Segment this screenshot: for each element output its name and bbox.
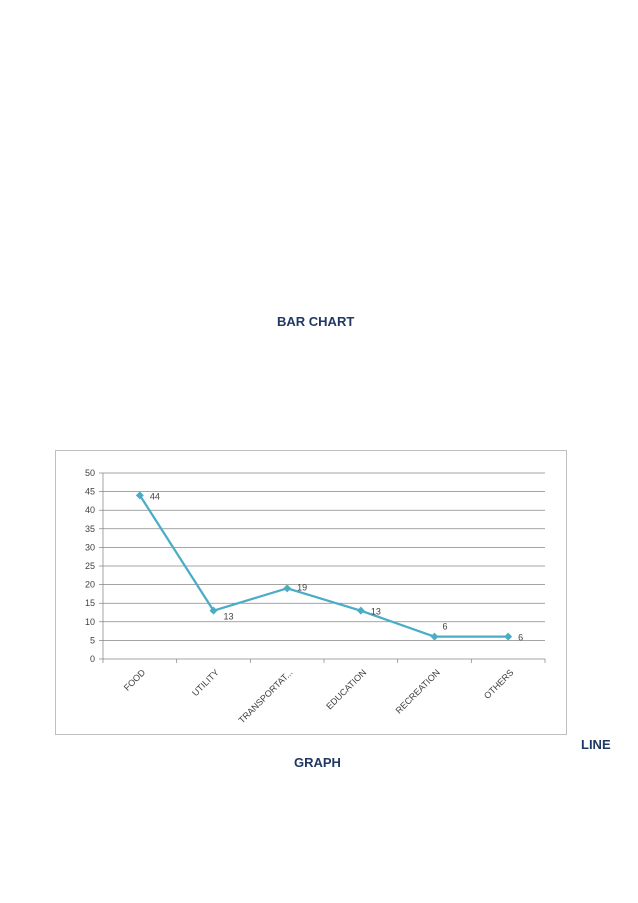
line-caption-part-1: LINE: [581, 737, 611, 752]
y-axis: 0 5 10 15 20 25 30 35 40 45 50: [85, 468, 95, 664]
data-label: 44: [150, 491, 160, 501]
x-axis: FOOD UTILITY TRANSPORTAT... EDUCATION RECREA…: [122, 667, 516, 725]
data-label: 6: [443, 622, 448, 632]
data-point-marker: [356, 606, 365, 615]
series-layer: [135, 491, 513, 641]
y-tick-label: 10: [85, 617, 95, 627]
bar-chart-caption: BAR CHART: [277, 314, 355, 329]
y-tick-label: 15: [85, 598, 95, 608]
line-chart-svg: 0 5 10 15 20 25 30 35 40 45 50 FOOD UTILITY TRANSPOR…: [85, 468, 546, 725]
x-category-label: UTILITY: [190, 667, 221, 698]
x-category-label: EDUCATION: [324, 667, 368, 711]
data-point-marker: [209, 606, 218, 615]
y-tick-label: 35: [85, 524, 95, 534]
data-point-marker: [504, 632, 513, 641]
data-point-marker: [283, 584, 292, 593]
data-label: 13: [224, 612, 234, 622]
x-category-label: FOOD: [122, 667, 148, 693]
data-point-marker: [430, 632, 439, 641]
x-category-label: TRANSPORTAT...: [237, 667, 295, 725]
data-label: 6: [518, 633, 523, 643]
y-tick-label: 50: [85, 468, 95, 478]
grid-layer: [99, 472, 546, 663]
line-caption-part-2: GRAPH: [294, 755, 341, 770]
data-label-layer: 44 13 19 13 6 6: [150, 491, 523, 642]
data-label: 19: [297, 582, 307, 592]
y-tick-label: 45: [85, 487, 95, 497]
x-category-label: OTHERS: [482, 667, 516, 701]
data-point-marker: [135, 491, 144, 500]
y-tick-label: 0: [90, 654, 95, 664]
y-tick-label: 40: [85, 505, 95, 515]
y-tick-label: 5: [90, 635, 95, 645]
line-chart: 0 5 10 15 20 25 30 35 40 45 50 FOOD UTILITY TRANSPOR…: [55, 450, 567, 735]
y-tick-label: 25: [85, 561, 95, 571]
y-tick-label: 20: [85, 580, 95, 590]
x-category-label: RECREATION: [394, 667, 442, 715]
series-line: [138, 494, 509, 638]
y-tick-label: 30: [85, 542, 95, 552]
data-label: 13: [371, 607, 381, 617]
